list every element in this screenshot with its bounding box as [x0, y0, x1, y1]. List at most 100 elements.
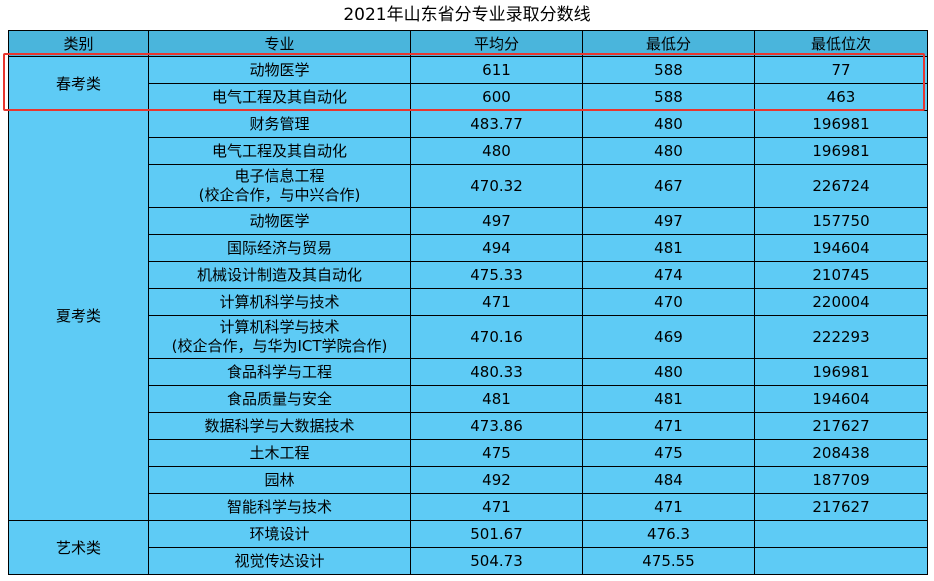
major-name-line: 环境设计: [249, 524, 310, 543]
major-name-line: 智能科学与技术: [226, 497, 332, 516]
avg-score-cell: 480: [410, 137, 583, 165]
major-name-line: (校企合作，与中兴合作): [198, 186, 361, 204]
major-cell: 食品科学与工程: [148, 358, 411, 386]
avg-score-cell: 483.77: [410, 110, 583, 138]
major-cell: 数据科学与大数据技术: [148, 412, 411, 440]
avg-score-cell: 480.33: [410, 358, 583, 386]
header-row: 类别 专业 平均分 最低分 最低位次: [8, 30, 928, 57]
table-row: 机械设计制造及其自动化 475.33 474 210745: [9, 261, 928, 289]
min-score-cell: 471: [582, 412, 755, 440]
table-row: 艺术类 环境设计 501.67 476.3: [8, 520, 928, 575]
min-rank-cell: 77: [754, 56, 928, 84]
min-score-cell: 467: [582, 164, 755, 208]
min-rank-cell: 222293: [754, 315, 928, 359]
table-row: 国际经济与贸易 494 481 194604: [9, 234, 928, 262]
avg-score-cell: 471: [410, 288, 583, 316]
min-score-cell: 481: [582, 385, 755, 413]
min-rank-cell: 194604: [754, 234, 928, 262]
major-name-line: 食品质量与安全: [226, 389, 332, 408]
major-name-line: 数据科学与大数据技术: [204, 416, 355, 435]
major-cell: 电气工程及其自动化: [148, 137, 411, 165]
min-score-cell: 480: [582, 110, 755, 138]
avg-score-cell: 475: [410, 439, 583, 467]
table-row: 计算机科学与技术 471 470 220004: [9, 288, 928, 316]
avg-score-cell: 611: [410, 56, 583, 84]
avg-score-cell: 470.32: [410, 164, 583, 208]
min-rank-cell: [754, 520, 928, 548]
major-cell: 国际经济与贸易: [148, 234, 411, 262]
avg-score-cell: 473.86: [410, 412, 583, 440]
major-cell: 机械设计制造及其自动化: [148, 261, 411, 289]
avg-score-cell: 475.33: [410, 261, 583, 289]
page-title: 2021年山东省分专业录取分数线: [343, 5, 591, 25]
table-row: 智能科学与技术 471 471 217627: [9, 493, 928, 521]
table-row: 数据科学与大数据技术 473.86 471 217627: [9, 412, 928, 440]
min-rank-cell: 220004: [754, 288, 928, 316]
min-score-cell: 475.55: [582, 547, 755, 575]
header-rank: 最低位次: [754, 30, 928, 57]
major-cell: 计算机科学与技术: [148, 288, 411, 316]
min-rank-cell: 463: [754, 83, 928, 111]
min-rank-cell: 226724: [754, 164, 928, 208]
min-score-cell: 469: [582, 315, 755, 359]
major-name-line: 食品科学与工程: [226, 362, 332, 381]
major-name-line: 国际经济与贸易: [226, 238, 332, 257]
avg-score-cell: 504.73: [410, 547, 583, 575]
avg-score-cell: 492: [410, 466, 583, 494]
min-score-cell: 475: [582, 439, 755, 467]
min-score-cell: 497: [582, 207, 755, 235]
min-score-cell: 476.3: [582, 520, 755, 548]
avg-score-cell: 471: [410, 493, 583, 521]
header-category: 类别: [8, 30, 149, 57]
major-cell: 动物医学: [148, 56, 411, 84]
major-name-line: 电气工程及其自动化: [211, 87, 347, 106]
table-row: 夏考类 财务管理 483.77 480 196981: [8, 110, 928, 521]
major-cell: 环境设计: [148, 520, 411, 548]
min-score-cell: 470: [582, 288, 755, 316]
min-score-cell: 484: [582, 466, 755, 494]
major-cell: 食品质量与安全: [148, 385, 411, 413]
table-body: 春考类 动物医学 611 588 77 电气工程及其自动化 600 588 463 夏考类 财务管理…: [8, 56, 928, 575]
min-rank-cell: 196981: [754, 137, 928, 165]
table-row: 食品质量与安全 481 481 194604: [9, 385, 928, 413]
table-row: 电子信息工程 (校企合作，与中兴合作) 470.32 467 226724: [9, 164, 928, 208]
min-rank-cell: 210745: [754, 261, 928, 289]
header-major: 专业: [148, 30, 411, 57]
avg-score-cell: 494: [410, 234, 583, 262]
min-score-cell: 481: [582, 234, 755, 262]
min-rank-cell: 196981: [754, 358, 928, 386]
min-score-cell: 480: [582, 137, 755, 165]
major-cell: 园林: [148, 466, 411, 494]
major-name-line: 视觉传达设计: [234, 551, 325, 570]
header-avg: 平均分: [410, 30, 583, 57]
major-cell: 电子信息工程 (校企合作，与中兴合作): [148, 164, 411, 208]
table-row: 电气工程及其自动化 480 480 196981: [9, 137, 928, 165]
major-name-line: 计算机科学与技术: [219, 292, 340, 311]
major-name-line: 园林: [264, 470, 295, 489]
major-cell: 财务管理: [148, 110, 411, 138]
category-cell: 夏考类: [8, 110, 149, 521]
major-name-line: 动物医学: [249, 211, 310, 230]
major-name-line: 动物医学: [249, 60, 310, 79]
major-cell: 计算机科学与技术 (校企合作，与华为ICT学院合作): [148, 315, 411, 359]
major-cell: 视觉传达设计: [148, 547, 411, 575]
table-row: 视觉传达设计 504.73 475.55: [9, 547, 928, 575]
admission-score-table: 类别 专业 平均分 最低分 最低位次 春考类 动物医学 611 588 77 电气工程及其…: [8, 30, 928, 575]
min-rank-cell: 194604: [754, 385, 928, 413]
min-rank-cell: 157750: [754, 207, 928, 235]
min-rank-cell: 217627: [754, 493, 928, 521]
major-name-line: 财务管理: [249, 114, 310, 133]
major-name-line: (校企合作，与华为ICT学院合作): [171, 337, 388, 355]
table-row: 春考类 动物医学 611 588 77: [8, 56, 928, 111]
major-name-line: 电子信息工程: [234, 167, 325, 185]
avg-score-cell: 497: [410, 207, 583, 235]
min-rank-cell: 196981: [754, 110, 928, 138]
major-name-line: 计算机科学与技术: [219, 318, 340, 336]
table-row: 电气工程及其自动化 600 588 463: [9, 83, 928, 111]
category-cell: 春考类: [8, 56, 149, 111]
category-cell: 艺术类: [8, 520, 149, 575]
min-score-cell: 471: [582, 493, 755, 521]
avg-score-cell: 481: [410, 385, 583, 413]
major-name-line: 土木工程: [249, 443, 310, 462]
min-rank-cell: [754, 547, 928, 575]
